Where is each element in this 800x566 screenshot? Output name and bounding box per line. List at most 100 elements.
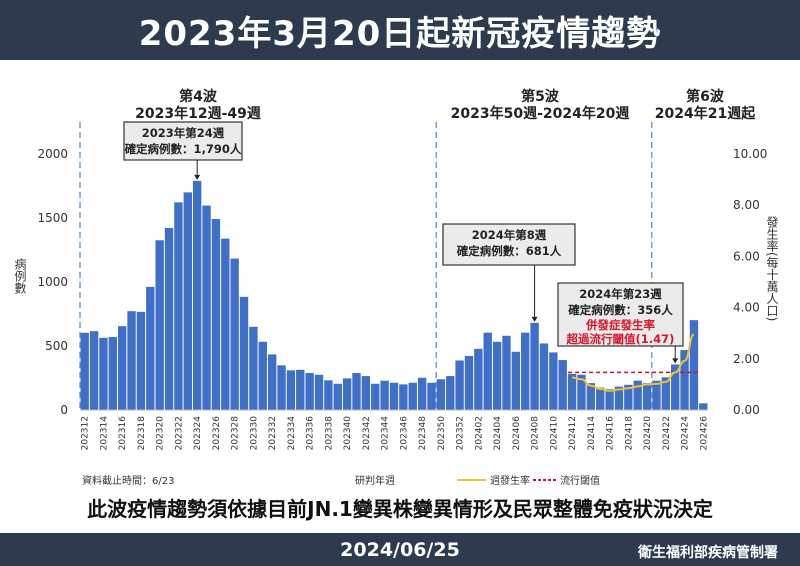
bar bbox=[652, 380, 661, 410]
bar bbox=[371, 383, 380, 410]
annotation-box bbox=[557, 282, 684, 347]
bar bbox=[258, 341, 267, 410]
bar bbox=[483, 332, 492, 410]
bar bbox=[446, 376, 455, 410]
x-axis-label: 研判年週 bbox=[355, 474, 395, 487]
bar bbox=[89, 331, 99, 410]
x-tick-label: 202338 bbox=[324, 416, 334, 451]
bar bbox=[699, 403, 708, 410]
bar bbox=[567, 373, 577, 410]
x-tick-label: 202412 bbox=[568, 416, 578, 450]
bar bbox=[530, 322, 539, 410]
bar bbox=[296, 369, 305, 410]
x-tick-label: 202320 bbox=[156, 416, 166, 451]
bar bbox=[286, 370, 296, 410]
bar bbox=[614, 386, 624, 410]
bar bbox=[689, 320, 699, 410]
bar bbox=[277, 365, 286, 410]
annotation-week: 2023年第24週 bbox=[142, 126, 225, 140]
bar bbox=[642, 383, 652, 410]
page-title: 2023年3月20日起新冠疫情趨勢 bbox=[0, 0, 800, 60]
x-tick-label: 202408 bbox=[531, 416, 541, 451]
arrow-head-icon bbox=[531, 316, 538, 322]
bar bbox=[155, 240, 164, 410]
y-tick-label: 0 bbox=[60, 403, 68, 417]
bar bbox=[408, 382, 417, 410]
x-tick-label: 202324 bbox=[193, 416, 203, 451]
x-tick-label: 202352 bbox=[456, 416, 466, 450]
x-tick-label: 202416 bbox=[606, 416, 616, 451]
y2-axis-label: 發生率(每十萬人口) bbox=[765, 216, 779, 322]
publish-date: 2024/06/25 bbox=[340, 539, 460, 561]
bar bbox=[117, 326, 127, 410]
bar bbox=[221, 238, 230, 410]
annotation-cases: 確定病例數：1,790人 bbox=[125, 142, 242, 156]
y-tick-label: 1500 bbox=[37, 211, 68, 225]
y-tick-label: 2000 bbox=[37, 147, 68, 161]
annotation-box bbox=[442, 223, 576, 266]
y2-tick-label: 0.00 bbox=[733, 403, 760, 417]
bar bbox=[464, 355, 474, 410]
bar bbox=[146, 286, 155, 410]
bar bbox=[661, 377, 671, 410]
y-tick-label: 1000 bbox=[37, 275, 68, 289]
bar bbox=[436, 379, 446, 410]
agency-name: 衛生福利部疾病管制署 bbox=[638, 545, 778, 561]
x-tick-label: 202312 bbox=[81, 416, 91, 450]
bar bbox=[671, 364, 680, 410]
bar bbox=[624, 384, 633, 410]
wave-range: 2024年21週起 bbox=[655, 105, 756, 122]
x-tick-label: 202340 bbox=[343, 416, 353, 451]
y-tick-label: 500 bbox=[45, 339, 68, 353]
x-tick-label: 202348 bbox=[418, 416, 428, 451]
bar bbox=[417, 377, 427, 410]
x-tick-label: 202402 bbox=[474, 416, 484, 450]
wave-title: 第5波 bbox=[521, 88, 560, 105]
bar bbox=[211, 219, 221, 410]
x-tick-label: 202346 bbox=[399, 416, 409, 451]
x-tick-label: 202316 bbox=[118, 416, 128, 451]
arrow-head-icon bbox=[194, 174, 201, 180]
bar bbox=[680, 350, 689, 410]
bar bbox=[502, 335, 511, 410]
x-tick-label: 202336 bbox=[306, 416, 316, 451]
annotation-box bbox=[123, 121, 243, 161]
bar bbox=[558, 360, 567, 410]
bar bbox=[361, 376, 371, 410]
x-tick-label: 202328 bbox=[231, 416, 241, 451]
bar bbox=[99, 337, 108, 410]
bar bbox=[633, 380, 642, 410]
x-tick-label: 202406 bbox=[512, 416, 522, 451]
x-tick-label: 202342 bbox=[362, 416, 372, 450]
bar bbox=[136, 311, 146, 410]
wave-range: 2023年12週-49週 bbox=[135, 105, 261, 122]
x-tick-label: 202330 bbox=[249, 416, 259, 451]
annotation-alert: 併發症發生率 bbox=[585, 318, 655, 332]
x-tick-label: 202410 bbox=[549, 416, 559, 451]
bar bbox=[474, 348, 483, 410]
bar bbox=[305, 373, 314, 410]
x-tick-label: 202318 bbox=[137, 416, 147, 451]
bar bbox=[427, 382, 436, 410]
bar bbox=[333, 383, 342, 410]
bar bbox=[511, 351, 521, 410]
bar bbox=[577, 374, 586, 410]
subtitle: 此波疫情趨勢須依據目前JN.1變異株變異情形及民眾整體免疫狀況決定 bbox=[87, 497, 713, 521]
y2-tick-label: 8.00 bbox=[733, 198, 760, 212]
x-tick-label: 202332 bbox=[268, 416, 278, 450]
bar bbox=[399, 384, 408, 410]
bar bbox=[164, 227, 174, 410]
x-tick-label: 202414 bbox=[587, 416, 597, 451]
rate-line bbox=[572, 333, 695, 392]
wave-title: 第6波 bbox=[686, 88, 725, 105]
bar bbox=[324, 380, 333, 410]
bar bbox=[596, 387, 605, 410]
legend-rate: 週發生率 bbox=[490, 474, 530, 487]
bar bbox=[127, 311, 136, 410]
bar bbox=[192, 180, 202, 410]
bar bbox=[455, 360, 464, 410]
bar bbox=[174, 202, 183, 410]
bar bbox=[389, 382, 399, 410]
x-tick-label: 202404 bbox=[493, 416, 503, 451]
x-tick-label: 202344 bbox=[381, 416, 391, 451]
